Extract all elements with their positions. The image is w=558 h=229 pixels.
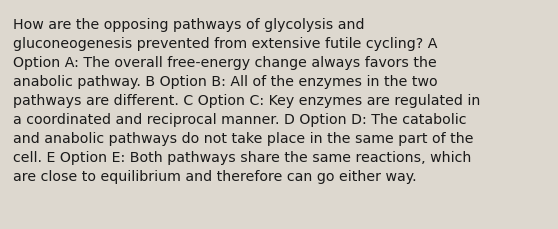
Text: How are the opposing pathways of glycolysis and
gluconeogenesis prevented from e: How are the opposing pathways of glycoly… <box>13 18 480 183</box>
